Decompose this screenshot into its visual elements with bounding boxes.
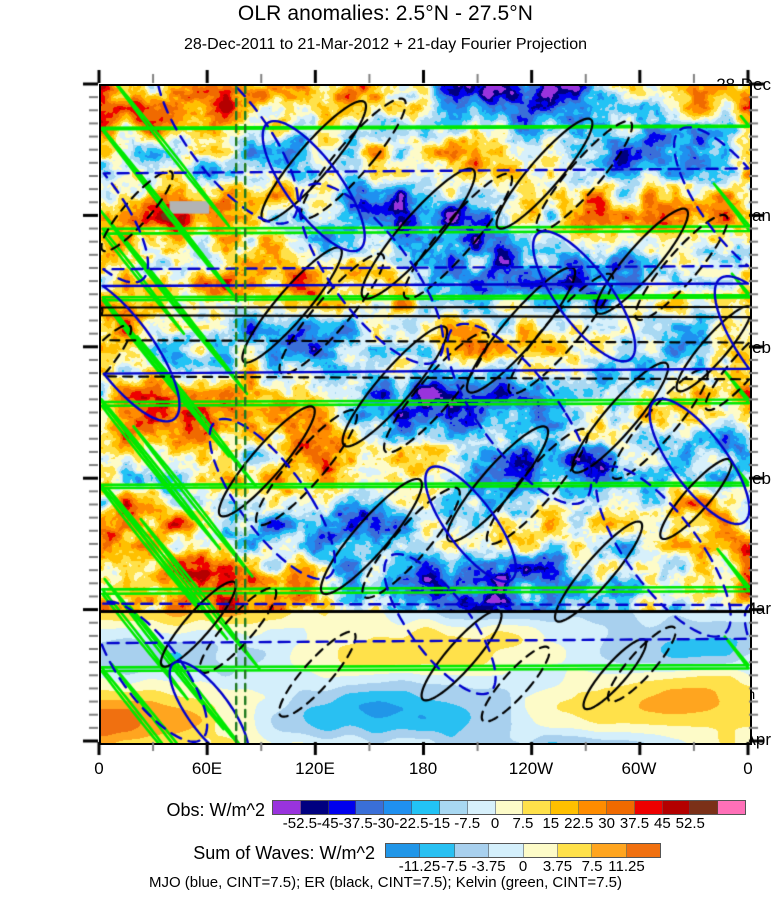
tick-30: 30 bbox=[598, 815, 615, 832]
x-tick-120e: 120E bbox=[295, 759, 335, 778]
swatch-14 bbox=[662, 801, 691, 814]
x-tick-120w: 120W bbox=[508, 759, 554, 778]
swatch-0 bbox=[273, 801, 301, 814]
x-tick-60e: 60E bbox=[191, 759, 223, 778]
swatch-5 bbox=[412, 801, 440, 814]
x-tick-60w: 60W bbox=[621, 759, 657, 778]
colorbar-waves-swatches bbox=[385, 843, 661, 858]
tick--22.5: -22.5 bbox=[394, 815, 429, 832]
tick-15: 15 bbox=[542, 815, 560, 832]
swatch-10 bbox=[551, 801, 580, 814]
colorbar-waves-label: Sum of Waves: W/m^2 bbox=[193, 843, 375, 863]
swatch-4 bbox=[384, 801, 413, 814]
swatch-2 bbox=[328, 801, 357, 814]
swatch-6 bbox=[439, 801, 468, 814]
page-subtitle: 28-Dec-2011 to 21-Mar-2012 + 21-day Four… bbox=[183, 36, 588, 53]
tick-7.5: 7.5 bbox=[512, 815, 534, 832]
swatch-11 bbox=[579, 801, 607, 814]
swatch-16 bbox=[718, 801, 746, 814]
wave-contour-overlay bbox=[101, 86, 750, 743]
swatch-5 bbox=[557, 844, 593, 857]
swatch-1 bbox=[420, 844, 455, 857]
swatch-13 bbox=[634, 801, 663, 814]
swatch-3 bbox=[356, 801, 385, 814]
swatch-1 bbox=[300, 801, 329, 814]
colorbar-obs-ticks: -52.5 -45 -37.5 -30 -22.5 -15 -7.5 0 7.5 15 22.5 30… bbox=[272, 816, 746, 836]
hovmoller-plot[interactable] bbox=[99, 84, 752, 745]
tick-0: 0 bbox=[518, 858, 528, 875]
colorbar-waves-ticks: -11.25 -7.5 -3.75 0 3.75 7.5 11.25 bbox=[385, 859, 661, 879]
tick--7.5: -7.5 bbox=[441, 858, 467, 875]
tick-22.5: 22.5 bbox=[564, 815, 594, 832]
swatch-7 bbox=[626, 844, 660, 857]
swatch-15 bbox=[690, 801, 719, 814]
swatch-6 bbox=[592, 844, 627, 857]
tick--7.5: -7.5 bbox=[454, 815, 481, 832]
page-title: OLR anomalies: 2.5°N - 27.5°N bbox=[237, 2, 534, 25]
tick--15: -15 bbox=[428, 815, 451, 832]
tick-0: 0 bbox=[490, 815, 500, 832]
x-tick-180: 180 bbox=[408, 759, 438, 778]
swatch-9 bbox=[523, 801, 552, 814]
colorbar-obs-label: Obs: W/m^2 bbox=[166, 800, 265, 820]
tick-52.5: 52.5 bbox=[675, 815, 705, 832]
tick-37.5: 37.5 bbox=[619, 815, 650, 832]
colorbar-obs: Obs: W/m^2 -52.5 -45 -37.5 -30 -22.5 -15 -7.5 0… bbox=[0, 800, 771, 832]
legend-caption: MJO (blue, CINT=7.5); ER (black, CINT=7.… bbox=[148, 874, 623, 891]
x-tick-0-left: 0 bbox=[94, 759, 104, 778]
tick--37.5: -37.5 bbox=[338, 815, 373, 832]
tick-45: 45 bbox=[654, 815, 671, 832]
tick--45: -45 bbox=[316, 815, 339, 832]
tick--11.25: -11.25 bbox=[398, 858, 441, 875]
tick--52.5: -52.5 bbox=[282, 815, 317, 832]
tick-7.5: 7.5 bbox=[581, 858, 603, 875]
swatch-3 bbox=[489, 844, 524, 857]
x-tick-0-right: 0 bbox=[743, 759, 753, 778]
swatch-8 bbox=[495, 801, 524, 814]
tick--30: -30 bbox=[372, 815, 395, 832]
swatch-4 bbox=[523, 844, 558, 857]
colorbar-sum-of-waves: Sum of Waves: W/m^2 -11.25 -7.5 -3.75 0 3.75… bbox=[0, 843, 771, 875]
tick-3.75: 3.75 bbox=[542, 858, 573, 875]
swatch-7 bbox=[467, 801, 496, 814]
swatch-2 bbox=[454, 844, 490, 857]
colorbar-obs-swatches bbox=[272, 800, 746, 815]
tick-11.25: 11.25 bbox=[608, 858, 645, 875]
tick--3.75: -3.75 bbox=[471, 858, 506, 875]
swatch-12 bbox=[606, 801, 635, 814]
swatch-0 bbox=[386, 844, 421, 857]
